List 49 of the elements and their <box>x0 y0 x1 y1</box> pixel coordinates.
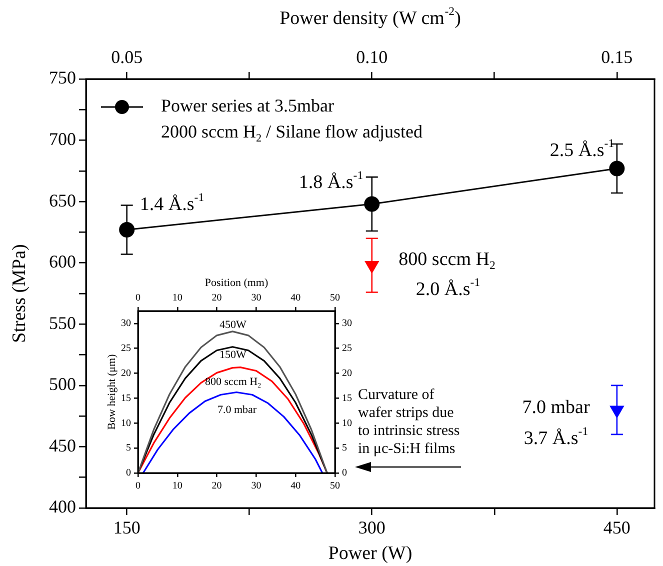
x2-tick-label: 40 <box>290 480 301 492</box>
x2-tick-label: 0.05 <box>111 46 143 67</box>
x-tick-label: 0 <box>136 292 140 304</box>
x-tick-label: 30 <box>251 292 262 304</box>
x2-tick-label: 10 <box>172 480 182 492</box>
x-tick-label: 10 <box>172 292 182 304</box>
y-tick-label: 15 <box>121 392 131 404</box>
y-tick-label: 700 <box>49 129 76 150</box>
x-tick-label: 40 <box>290 292 301 304</box>
x2-tick-label: 0 <box>136 480 140 492</box>
y-tick-label: 750 <box>49 68 76 88</box>
annotation: 450W <box>220 318 248 331</box>
y2-tick-label: 30 <box>342 318 352 330</box>
y2-tick-label: 20 <box>342 368 352 379</box>
annotation: Curvature of wafer strips due to intrinsic stress in μc-Si:H films <box>358 386 461 458</box>
x-tick-label: 50 <box>330 292 340 304</box>
x-tick-label: 20 <box>212 292 222 304</box>
y-tick-label: 10 <box>121 418 131 429</box>
x-tick-label: 450 <box>603 518 630 538</box>
y-tick-label: 550 <box>49 312 76 333</box>
y-tick-label: 0 <box>126 468 131 479</box>
y2-tick-label: 0 <box>342 468 347 479</box>
annotation: 7.0 mbar <box>522 396 590 418</box>
y-tick-label: 5 <box>126 442 131 454</box>
annotation: 150W <box>220 348 248 361</box>
y-tick-label: 20 <box>121 368 131 379</box>
x2-tick-label: 30 <box>251 480 262 492</box>
y2-tick-label: 10 <box>342 418 352 429</box>
y-tick-label: 30 <box>121 318 131 330</box>
y2-tick-label: 15 <box>342 392 352 404</box>
x2-tick-label: 20 <box>212 480 222 492</box>
x2-tick-label: 0.10 <box>356 46 388 67</box>
x2-axis-title: Position (mm) <box>204 276 268 289</box>
y-tick-label: 400 <box>49 496 76 517</box>
y-tick-label: 25 <box>121 343 131 354</box>
y2-tick-label: 5 <box>342 442 347 454</box>
x-tick-label: 150 <box>113 518 140 538</box>
y-axis-title: Bow height (μm) <box>106 354 118 430</box>
y-tick-label: 500 <box>49 374 76 394</box>
x-tick-label: 300 <box>358 518 386 538</box>
y-tick-label: 450 <box>49 435 76 456</box>
y-tick-label: 600 <box>49 252 76 272</box>
y-tick-label: 650 <box>49 190 76 210</box>
annotation: 7.0 mbar <box>217 404 257 416</box>
x2-tick-label: 50 <box>330 480 340 492</box>
y-axis-title: Stress (MPa) <box>8 244 30 343</box>
y2-tick-label: 25 <box>342 343 352 354</box>
x2-tick-label: 0.15 <box>601 46 633 67</box>
x-axis-title: Power (W) <box>328 542 412 564</box>
